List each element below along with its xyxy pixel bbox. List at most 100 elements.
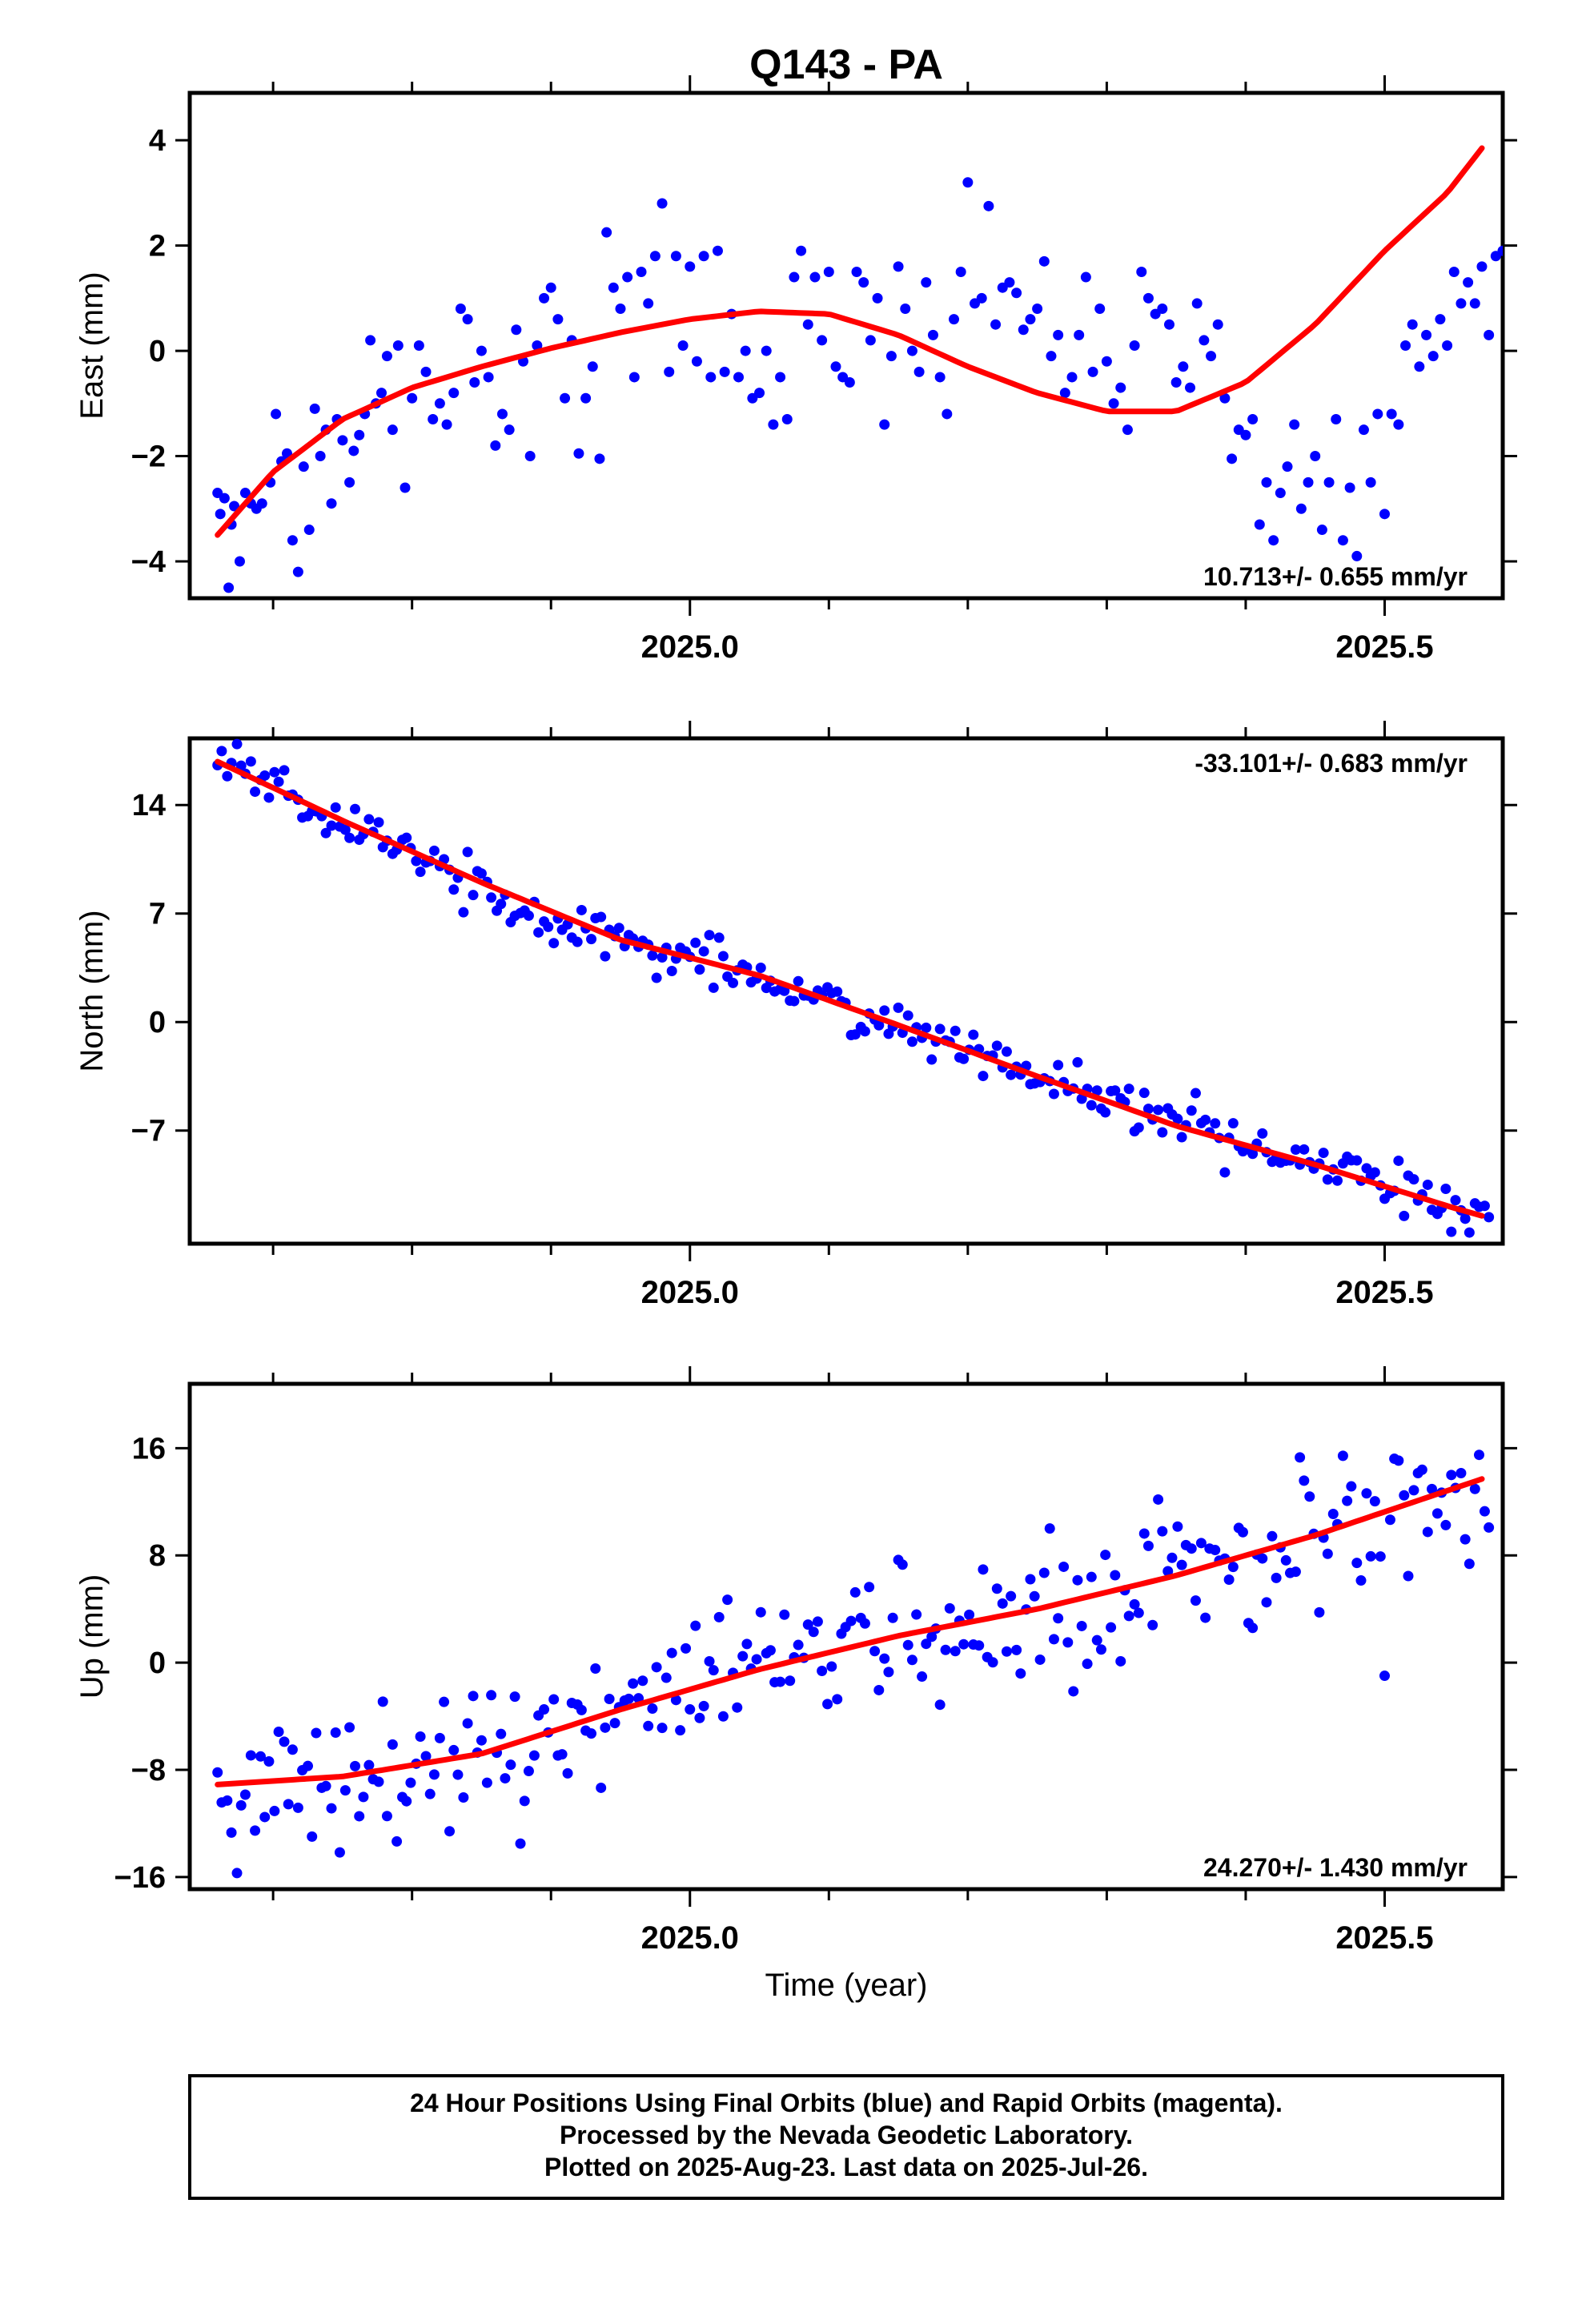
data-point [942, 408, 953, 420]
data-point [1068, 1686, 1079, 1697]
data-point [381, 1811, 392, 1822]
data-point [656, 1723, 668, 1734]
data-point [1331, 414, 1342, 425]
y-tick-label: 0 [149, 1006, 166, 1039]
data-point [705, 372, 717, 383]
data-point [1095, 1644, 1106, 1655]
footer-frame [188, 2074, 1504, 2200]
data-point [222, 770, 233, 782]
data-point [1223, 1574, 1235, 1586]
data-point [481, 1777, 492, 1788]
data-point [560, 392, 571, 404]
data-point [934, 372, 946, 383]
data-point [586, 1728, 597, 1739]
data-point [283, 1799, 294, 1810]
data-point [223, 582, 235, 593]
data-point [256, 498, 267, 509]
data-point [623, 1693, 634, 1704]
data-point [893, 261, 904, 272]
data-point [1157, 303, 1168, 314]
data-point [572, 936, 583, 947]
data-point [958, 1053, 970, 1064]
chart-title: Q143 - PA [749, 42, 943, 88]
data-point [670, 1695, 681, 1706]
data-point [428, 845, 440, 856]
data-point [476, 868, 487, 879]
data-point [944, 1602, 955, 1614]
data-point [636, 266, 647, 277]
data-point [1053, 1059, 1064, 1071]
data-point [1379, 1671, 1390, 1682]
data-point [309, 403, 320, 414]
data-point [1519, 177, 1529, 187]
data-point [913, 366, 925, 377]
data-point [1123, 1610, 1134, 1622]
data-point [887, 1612, 898, 1623]
data-point [1327, 1509, 1339, 1520]
data-point [1237, 1526, 1248, 1538]
y-tick-label: −7 [131, 1115, 166, 1148]
y-tick-label: 14 [132, 789, 166, 822]
data-point [681, 1642, 692, 1654]
data-point [1316, 525, 1327, 536]
data-point [411, 855, 422, 866]
data-point [1153, 1104, 1164, 1116]
data-point [573, 448, 584, 459]
data-point [789, 271, 800, 283]
data-point [1314, 1606, 1325, 1618]
data-point [906, 345, 917, 356]
data-point [1403, 1570, 1414, 1582]
data-point [1344, 482, 1355, 493]
data-point [1484, 1522, 1495, 1533]
data-point [1497, 245, 1503, 256]
data-point [1206, 351, 1217, 362]
data-point [1337, 1450, 1348, 1462]
data-point [1295, 1452, 1306, 1463]
data-point [768, 419, 779, 430]
data-point [900, 303, 911, 314]
data-point [1369, 1496, 1380, 1507]
data-point [469, 377, 480, 388]
data-point [1322, 1548, 1333, 1559]
data-point [1574, 235, 1582, 246]
data-point [1422, 1526, 1433, 1538]
data-point [239, 488, 251, 499]
footer-line-3: Plotted on 2025-Aug-23. Last data on 202… [544, 2153, 1148, 2181]
data-point [273, 776, 284, 787]
data-point [1086, 1100, 1097, 1111]
data-point [1176, 1132, 1187, 1143]
data-point [415, 866, 426, 878]
data-point [1484, 329, 1495, 340]
data-point [690, 1620, 701, 1631]
y-tick-label: −4 [131, 545, 166, 579]
data-point [1227, 453, 1238, 464]
data-point [1094, 303, 1106, 314]
data-point [1479, 1506, 1490, 1517]
data-point [255, 1751, 267, 1762]
data-point [675, 1725, 686, 1736]
data-point [1446, 1470, 1457, 1481]
data-point [344, 832, 355, 843]
data-point [307, 1831, 318, 1842]
data-point [1038, 255, 1050, 267]
data-point [1358, 424, 1369, 436]
data-point [458, 907, 469, 918]
data-point [950, 1646, 961, 1657]
data-point [231, 1868, 243, 1879]
data-point [315, 451, 326, 462]
data-point [926, 1631, 938, 1642]
data-point [1048, 1634, 1059, 1645]
data-point [822, 1699, 833, 1710]
data-point [719, 366, 730, 377]
data-point [279, 765, 290, 776]
data-point [496, 899, 507, 910]
data-point [1532, 240, 1543, 251]
data-point [1393, 419, 1404, 430]
data-point [334, 1847, 345, 1858]
data-point [1133, 1122, 1144, 1133]
data-point [879, 1005, 890, 1016]
data-point [1076, 1093, 1087, 1104]
data-point [428, 414, 439, 425]
data-point [1100, 1107, 1111, 1118]
data-point [1191, 298, 1203, 309]
